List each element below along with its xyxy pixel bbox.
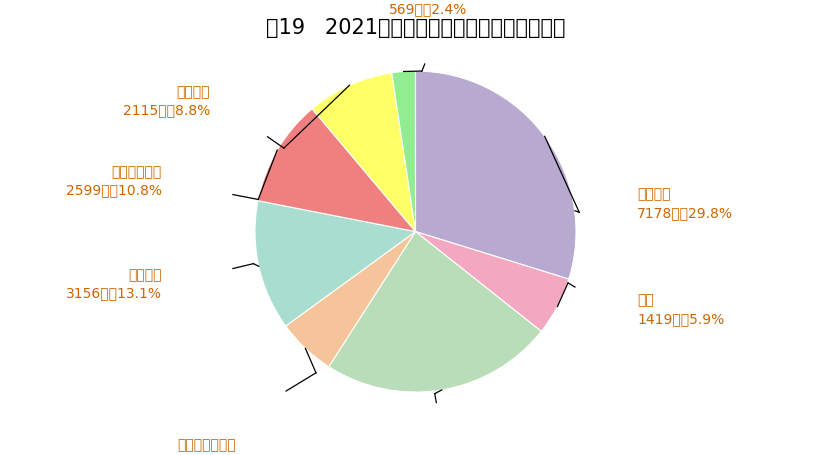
Wedge shape bbox=[286, 232, 416, 367]
Text: 衣着
1419元，5.9%: 衣着 1419元，5.9% bbox=[637, 293, 725, 325]
Text: 交通通信
3156元，13.1%: 交通通信 3156元，13.1% bbox=[66, 267, 162, 299]
Wedge shape bbox=[416, 72, 576, 279]
Text: 生活用品及服务
1423元，5.9%: 生活用品及服务 1423元，5.9% bbox=[149, 437, 236, 455]
Wedge shape bbox=[312, 74, 416, 232]
Text: 教育文化娱乐
2599元，10.8%: 教育文化娱乐 2599元，10.8% bbox=[66, 165, 162, 197]
Wedge shape bbox=[391, 72, 416, 232]
Text: 图19   2021年全国居民人均消费支出及其构成: 图19 2021年全国居民人均消费支出及其构成 bbox=[266, 18, 565, 38]
Text: 居住
5641元，23.4%: 居住 5641元，23.4% bbox=[396, 453, 492, 455]
Wedge shape bbox=[255, 201, 416, 326]
Wedge shape bbox=[416, 232, 568, 332]
Wedge shape bbox=[258, 110, 416, 232]
Text: 医疗保健
2115元，8.8%: 医疗保健 2115元，8.8% bbox=[123, 85, 210, 117]
Text: 其他用品及服务
569元，2.4%: 其他用品及服务 569元，2.4% bbox=[389, 0, 468, 16]
Wedge shape bbox=[329, 232, 541, 392]
Text: 食品烟酒
7178元，29.8%: 食品烟酒 7178元，29.8% bbox=[637, 187, 733, 219]
